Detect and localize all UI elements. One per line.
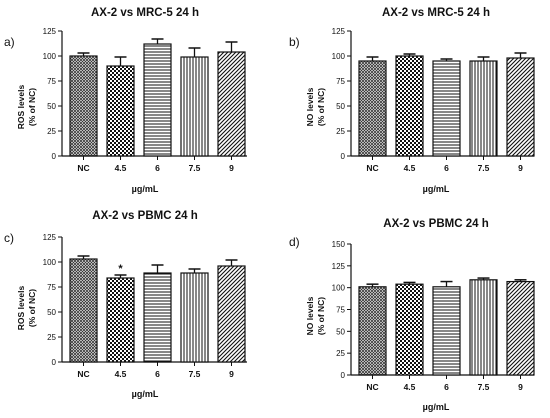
x-tick-label: NC bbox=[366, 382, 378, 392]
y-tick-label: 25 bbox=[47, 333, 56, 342]
y-tick-label: 125 bbox=[332, 27, 346, 36]
x-tick-label: 4.5 bbox=[115, 369, 127, 379]
y-tick-label: 100 bbox=[332, 52, 346, 61]
y-tick-label: 150 bbox=[332, 240, 346, 249]
x-axis-label: µg/mL bbox=[423, 184, 450, 194]
bar bbox=[506, 280, 535, 376]
x-tick-label: 6 bbox=[444, 382, 449, 392]
bar bbox=[180, 56, 209, 157]
bar bbox=[395, 283, 424, 376]
x-ticks: NC 4.5 6 7.5 9 bbox=[366, 375, 523, 392]
bar bbox=[469, 60, 498, 157]
bar bbox=[69, 55, 98, 157]
x-tick-label: 6 bbox=[155, 163, 160, 173]
x-ticks: NC 4.5 6 7.5 9 bbox=[366, 156, 523, 173]
bar bbox=[358, 286, 387, 376]
bar bbox=[506, 57, 535, 157]
y-axis-label-line2: (% of NC) bbox=[27, 289, 37, 327]
chart-title: AX-2 vs MRC-5 24 h bbox=[91, 7, 199, 19]
x-ticks: NC 4.5 6 7.5 9 bbox=[77, 156, 234, 173]
x-tick-label: NC bbox=[77, 163, 89, 173]
chart-title: AX-2 vs PBMC 24 h bbox=[383, 218, 488, 230]
y-tick-label: 0 bbox=[52, 358, 57, 367]
panel-label: d) bbox=[289, 235, 300, 249]
panel-label: a) bbox=[4, 35, 15, 49]
y-tick-label: 125 bbox=[43, 27, 57, 36]
y-axis-label-line1: NO levels bbox=[305, 296, 315, 335]
panel-label: c) bbox=[4, 231, 14, 245]
x-ticks: NC 4.5 6 7.5 9 bbox=[77, 362, 234, 379]
y-tick-label: 50 bbox=[336, 102, 345, 111]
significance-marker: * bbox=[118, 263, 123, 275]
x-axis-label: µg/mL bbox=[132, 389, 159, 399]
x-axis-label: µg/mL bbox=[132, 184, 159, 194]
x-tick-label: NC bbox=[77, 369, 89, 379]
y-tick-label: 0 bbox=[52, 152, 57, 161]
x-tick-label: 7.5 bbox=[478, 382, 490, 392]
y-tick-label: 25 bbox=[336, 349, 345, 358]
x-tick-label: 7.5 bbox=[478, 163, 490, 173]
y-tick-label: 50 bbox=[336, 327, 345, 336]
y-tick-label: 100 bbox=[43, 258, 57, 267]
chart-panel-d: d) AX-2 vs PBMC 24 h NO levels (% of NC)… bbox=[289, 218, 535, 412]
y-tick-label: 50 bbox=[47, 308, 56, 317]
bar bbox=[143, 272, 172, 363]
bar bbox=[217, 51, 246, 157]
bar bbox=[106, 65, 135, 157]
y-tick-label: 75 bbox=[47, 283, 56, 292]
bars bbox=[69, 38, 246, 157]
y-axis-label-line2: (% of NC) bbox=[316, 88, 326, 126]
x-tick-label: 4.5 bbox=[404, 382, 416, 392]
bar bbox=[432, 286, 461, 376]
y-tick-label: 25 bbox=[336, 127, 345, 136]
chart-panel-b: b) AX-2 vs MRC-5 24 h NO levels (% of NC… bbox=[289, 7, 535, 194]
bar bbox=[143, 43, 172, 157]
panel-label: b) bbox=[289, 35, 300, 49]
y-tick-label: 75 bbox=[47, 77, 56, 86]
bars bbox=[358, 52, 535, 157]
x-tick-label: 9 bbox=[518, 163, 523, 173]
x-tick-label: 9 bbox=[229, 369, 234, 379]
x-tick-label: 4.5 bbox=[404, 163, 416, 173]
y-tick-label: 75 bbox=[336, 77, 345, 86]
chart-title: AX-2 vs PBMC 24 h bbox=[92, 210, 197, 222]
chart-panel-a: a) AX-2 vs MRC-5 24 h ROS levels (% of N… bbox=[4, 7, 247, 194]
y-axis-label-line2: (% of NC) bbox=[316, 297, 326, 335]
x-tick-label: 6 bbox=[444, 163, 449, 173]
y-axis-label-line1: NO levels bbox=[305, 87, 315, 126]
y-axis-label-line2: (% of NC) bbox=[27, 88, 37, 126]
bar bbox=[217, 265, 246, 363]
y-tick-label: 125 bbox=[332, 262, 346, 271]
bar bbox=[69, 258, 98, 363]
y-tick-label: 0 bbox=[341, 371, 346, 380]
y-tick-label: 25 bbox=[47, 127, 56, 136]
y-tick-label: 100 bbox=[332, 284, 346, 293]
y-tick-label: 125 bbox=[43, 233, 57, 242]
bar bbox=[358, 60, 387, 157]
bar bbox=[180, 272, 209, 363]
x-tick-label: 9 bbox=[229, 163, 234, 173]
y-tick-label: 100 bbox=[43, 52, 57, 61]
bar bbox=[432, 60, 461, 157]
x-tick-label: 7.5 bbox=[189, 163, 201, 173]
x-tick-label: NC bbox=[366, 163, 378, 173]
bar bbox=[469, 279, 498, 376]
bars: * bbox=[69, 255, 246, 363]
y-tick-label: 75 bbox=[336, 306, 345, 315]
chart-panel-c: c) AX-2 vs PBMC 24 h ROS levels (% of NC… bbox=[4, 210, 247, 399]
y-axis-label-line1: ROS levels bbox=[16, 85, 26, 130]
chart-title: AX-2 vs MRC-5 24 h bbox=[382, 7, 490, 19]
x-tick-label: 7.5 bbox=[189, 369, 201, 379]
y-tick-label: 50 bbox=[47, 102, 56, 111]
bars bbox=[358, 277, 535, 376]
x-axis-label: µg/mL bbox=[423, 402, 450, 412]
x-tick-label: 9 bbox=[518, 382, 523, 392]
x-tick-label: 6 bbox=[155, 369, 160, 379]
bar bbox=[395, 55, 424, 157]
bar bbox=[106, 277, 135, 363]
y-axis-label-line1: ROS levels bbox=[16, 286, 26, 331]
x-tick-label: 4.5 bbox=[115, 163, 127, 173]
y-tick-label: 0 bbox=[341, 152, 346, 161]
